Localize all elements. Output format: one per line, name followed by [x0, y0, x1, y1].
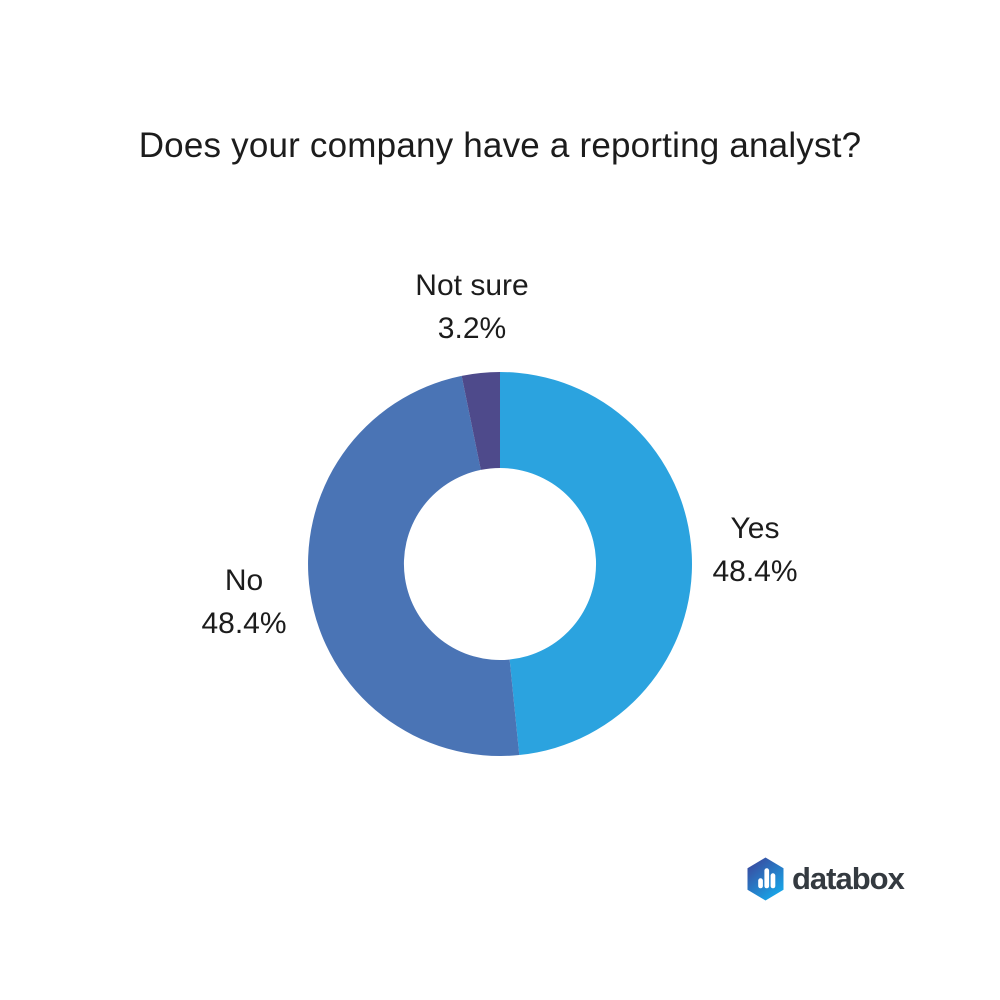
donut-slice-no[interactable] [308, 375, 520, 756]
slice-label-yes-value: 48.4% [712, 555, 798, 588]
databox-hexagon-icon [747, 857, 784, 901]
databox-wordmark: databox [792, 861, 905, 896]
slice-label-not-sure-value: 3.2% [437, 312, 507, 345]
slice-label-not-sure-name: Not sure [415, 269, 529, 302]
donut-slice-yes[interactable] [500, 372, 692, 756]
slice-label-not-sure: Not sure 3.2% [415, 264, 528, 350]
chart-title: Does your company have a reporting analy… [138, 126, 862, 165]
databox-logo: databox [746, 856, 905, 902]
slice-label-no-value: 48.4% [201, 607, 287, 640]
donut-slice-not-sure[interactable] [461, 372, 500, 470]
slice-label-no-name: No [224, 564, 264, 597]
slice-label-no: No 48.4% [201, 559, 286, 645]
slice-label-yes-name: Yes [730, 512, 780, 545]
slice-label-yes: Yes 48.4% [712, 507, 797, 593]
